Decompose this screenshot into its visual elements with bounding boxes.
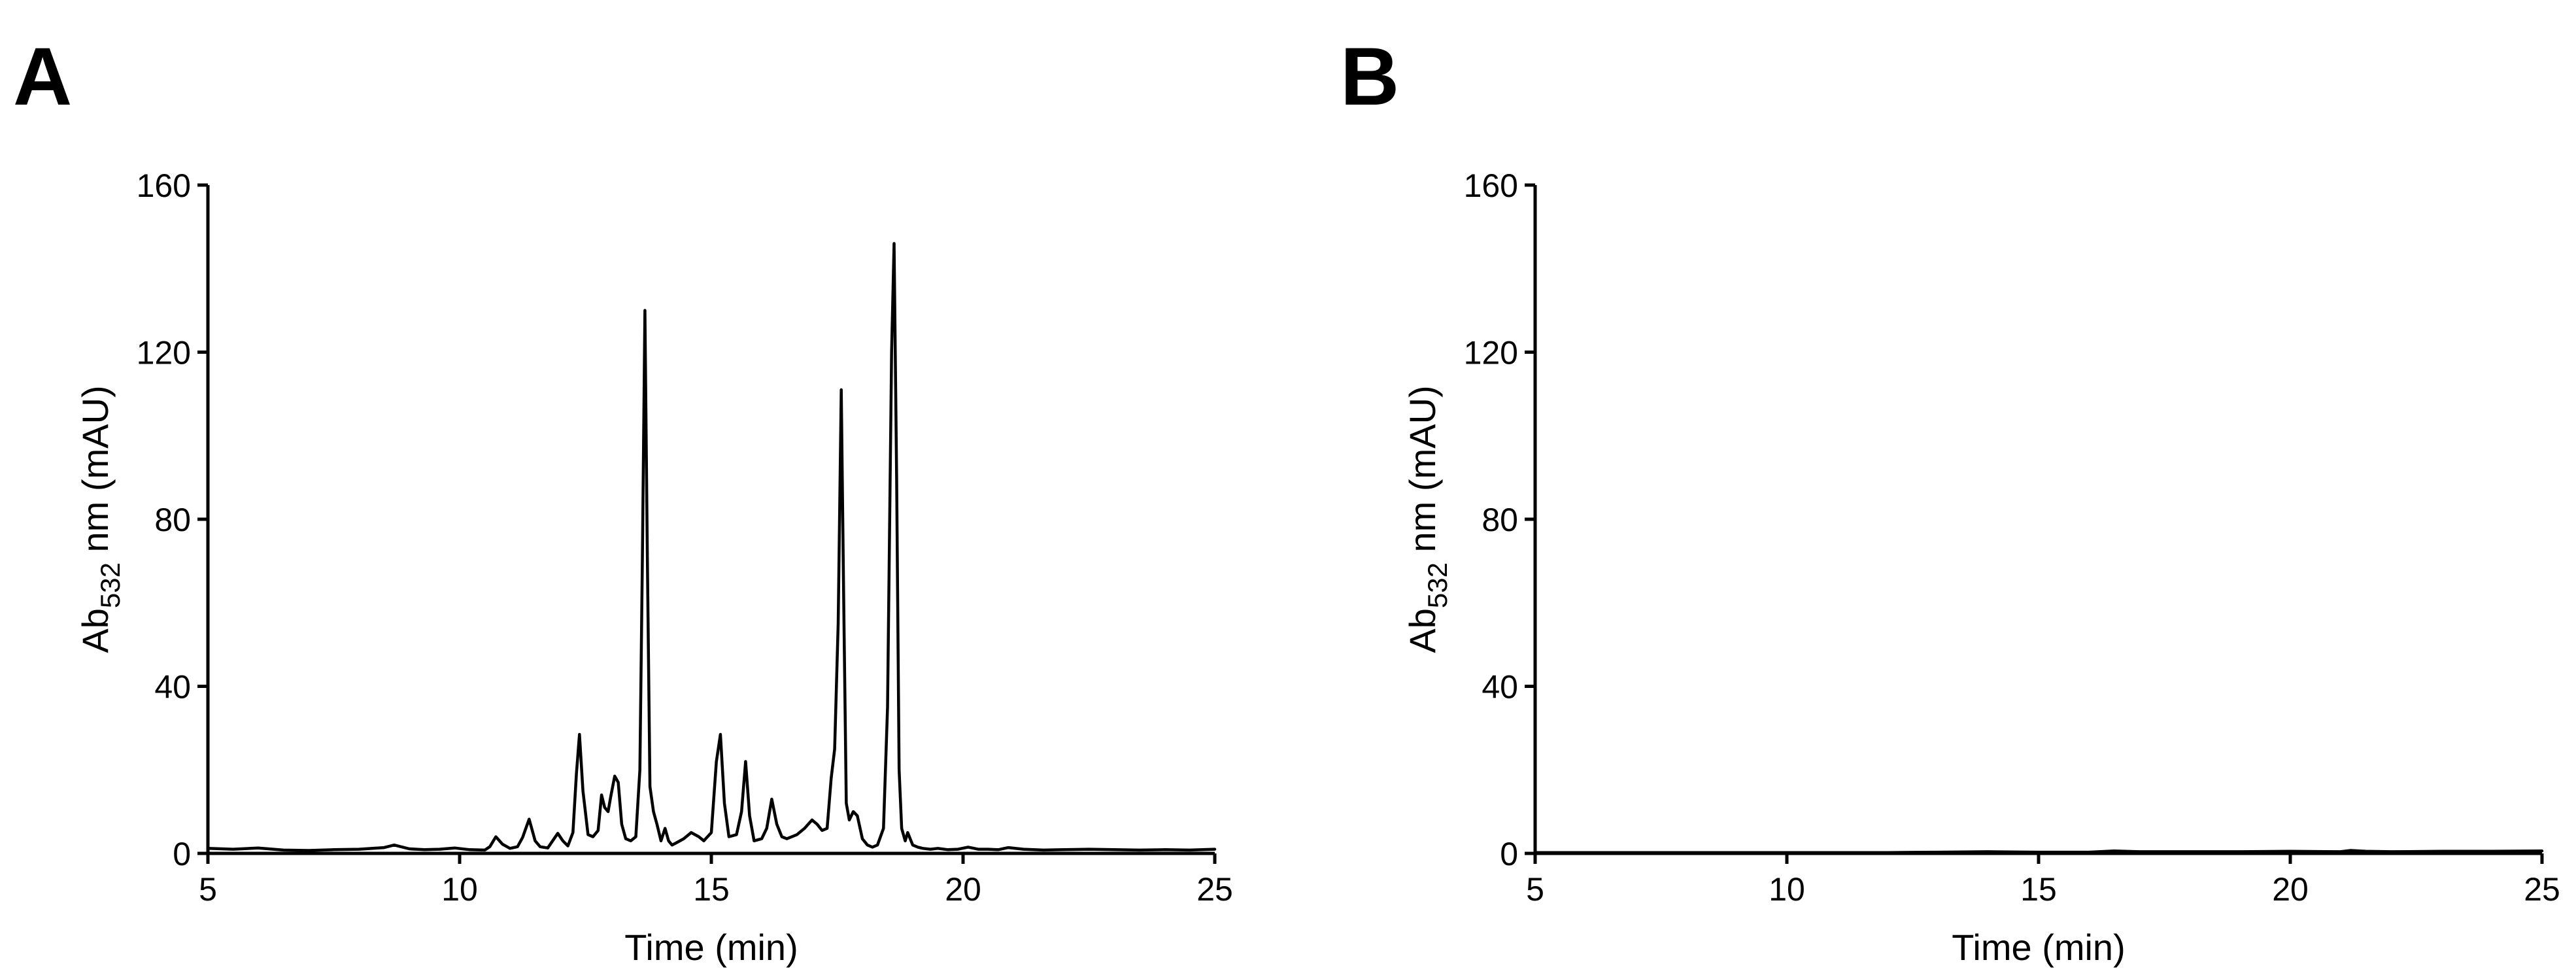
panel-letter-a: A	[13, 31, 73, 122]
chart-a-svg: 0 40 80 120 160 5 10 15 20 25 Time (min) Ab532 nm (…	[75, 167, 1233, 968]
chart-b-y-axis-title-sub: 532	[1422, 562, 1453, 608]
chart-b-x-tick-label: 15	[2020, 871, 2057, 908]
chart-b-y-tick-label: 160	[1464, 167, 1518, 204]
chart-b-x-tick-label: 10	[1769, 871, 1805, 908]
chart-a-x-tick-label: 15	[693, 871, 730, 908]
chart-a-x-tick-label: 20	[945, 871, 981, 908]
chart-a-x-axis-title: Time (min)	[624, 927, 798, 968]
chart-a-y-tick-label: 80	[154, 502, 191, 538]
chart-a-x-tick-label: 25	[1196, 871, 1233, 908]
panel-letter-b: B	[1340, 31, 1400, 122]
chart-a-y-tick-label: 120	[137, 335, 191, 371]
chart-b-x-axis-title: Time (min)	[1952, 927, 2125, 968]
chart-b-x-tick-label: 5	[1526, 871, 1544, 908]
chart-panel-a: A 0 40 80 120 160 5 10 15 20 25 Time (min) Ab532 nm…	[13, 31, 1233, 968]
chart-a-series-line-0	[206, 242, 1217, 852]
chart-a-y-tick-label: 0	[173, 836, 191, 872]
chart-b-svg: 0 40 80 120 160 5 10 15 20 25 Time (min) Ab532 nm (…	[1402, 167, 2560, 968]
chart-b-y-axis-title: Ab532 nm (mAU)	[1402, 385, 1453, 653]
chart-a-y-axis-title-sub: 532	[95, 562, 126, 608]
chart-b-y-tick-label: 120	[1464, 335, 1518, 371]
chart-b-y-tick-label: 40	[1482, 669, 1518, 706]
chart-b-y-tick-label: 0	[1500, 836, 1518, 872]
chart-a-y-axis-title-rest: nm (mAU)	[75, 385, 116, 562]
chart-b-x-tick-label: 20	[2272, 871, 2309, 908]
chart-a-y-tick-label: 160	[137, 167, 191, 204]
chart-b-x-tick-label: 25	[2524, 871, 2560, 908]
chart-panel-b: B 0 40 80 120 160 5 10 15 20 25 Time (min) Ab532 nm…	[1327, 0, 2576, 977]
chart-b-y-axis-title-main: Ab	[1402, 608, 1443, 653]
chart-b-y-axis-title-rest: nm (mAU)	[1402, 385, 1443, 562]
chart-a-y-axis-title: Ab532 nm (mAU)	[75, 385, 126, 653]
chart-b-series-line-0	[1533, 849, 2544, 854]
chart-a-y-axis-title-main: Ab	[75, 608, 116, 653]
chart-a-x-tick-label: 5	[199, 871, 217, 908]
chart-a-y-tick-label: 40	[154, 669, 191, 706]
chart-b-y-tick-label: 80	[1482, 502, 1518, 538]
chart-a-x-tick-label: 10	[441, 871, 478, 908]
